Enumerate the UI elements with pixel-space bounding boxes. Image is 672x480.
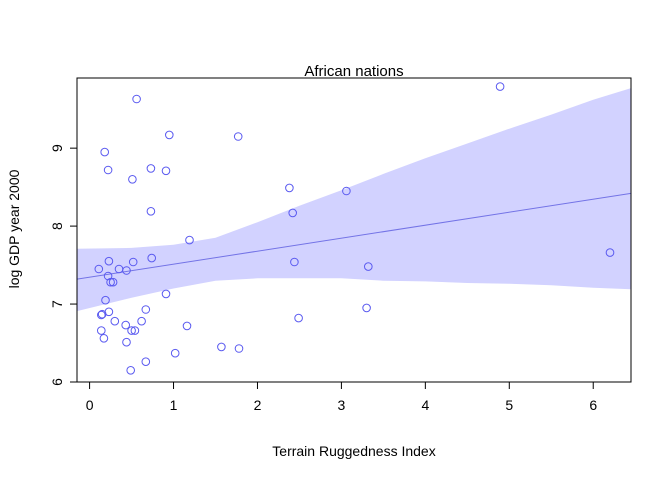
data-point	[161, 289, 171, 299]
data-point	[100, 147, 109, 157]
data-point	[285, 183, 294, 193]
data-point	[605, 248, 615, 257]
data-point	[128, 257, 138, 267]
data-point	[122, 266, 131, 275]
data-point	[342, 186, 351, 196]
data-point	[165, 130, 174, 140]
data-point	[146, 207, 156, 216]
data-point	[495, 82, 505, 91]
y-axis-label: log GDP year 2000	[6, 169, 22, 288]
regression-line-group	[77, 192, 631, 280]
data-point	[110, 316, 120, 326]
y-axis: 6 7 8 9	[49, 144, 78, 386]
data-point	[121, 320, 130, 330]
x-axis: 0 1 2 3 4 5 6	[86, 381, 597, 413]
x-axis-label: Terrain Ruggedness Index	[272, 443, 435, 459]
x-tick-label: 6	[589, 397, 597, 413]
data-point	[99, 334, 109, 343]
data-point	[147, 253, 156, 263]
data-point	[97, 326, 106, 335]
data-point	[97, 309, 107, 319]
y-tick-label: 9	[49, 144, 65, 152]
data-point	[103, 271, 113, 281]
data-point	[288, 208, 298, 218]
y-tick-label: 7	[49, 300, 65, 308]
chart-title: African nations	[304, 63, 403, 80]
data-point	[94, 264, 104, 274]
data-point	[234, 344, 244, 353]
data-point	[146, 164, 156, 173]
confidence-band	[77, 88, 631, 312]
y-tick-label: 8	[49, 222, 65, 230]
x-tick-label: 5	[505, 397, 513, 413]
x-tick-label: 3	[338, 397, 346, 413]
data-point	[132, 94, 141, 104]
data-point	[362, 303, 371, 313]
data-point	[170, 348, 180, 358]
regression-line	[77, 192, 631, 280]
data-point	[141, 357, 151, 367]
data-point	[364, 262, 373, 271]
data-point	[290, 257, 299, 267]
data-point	[294, 313, 303, 323]
data-point	[137, 316, 146, 326]
data-point	[128, 175, 137, 184]
data-point	[185, 235, 194, 245]
data-point	[126, 366, 135, 375]
data-point	[182, 321, 192, 331]
data-point	[141, 305, 151, 314]
data-point	[104, 256, 114, 266]
data-point	[106, 277, 115, 287]
confidence-band-area	[77, 88, 631, 312]
x-tick-label: 0	[86, 397, 94, 413]
data-point	[97, 310, 106, 320]
x-tick-label: 2	[254, 397, 262, 413]
data-point	[161, 166, 171, 176]
data-point	[127, 326, 136, 335]
data-point	[130, 326, 140, 335]
x-tick-label: 4	[421, 397, 429, 413]
data-point	[103, 165, 113, 175]
data-point	[233, 132, 243, 141]
data-point	[122, 337, 131, 347]
y-tick-label: 6	[49, 378, 65, 386]
data-points	[94, 82, 615, 375]
data-point	[108, 277, 118, 287]
x-tick-label: 1	[170, 397, 178, 413]
data-point	[101, 295, 110, 305]
data-point	[217, 342, 226, 352]
